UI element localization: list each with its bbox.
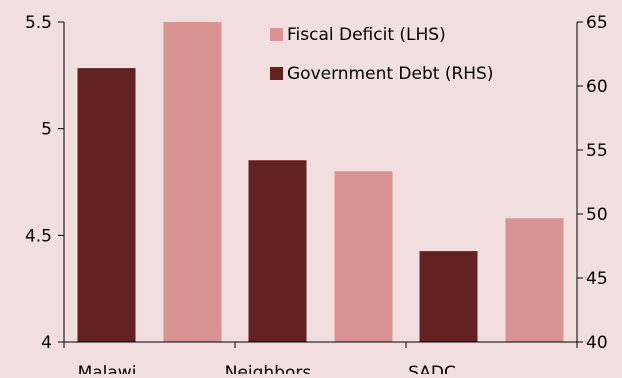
- left-tick-label: 5: [41, 120, 52, 140]
- bar-fiscal-deficit-0: [163, 22, 222, 342]
- right-tick-label: 45: [586, 269, 608, 289]
- left-tick-label: 5.5: [25, 13, 52, 33]
- bar-government-debt-1: [248, 160, 307, 342]
- bar-fiscal-deficit-2: [505, 218, 564, 342]
- right-tick-label: 40: [586, 333, 608, 353]
- right-tick-label: 60: [586, 77, 608, 97]
- legend-swatch-government-debt: [270, 67, 283, 80]
- legend-label-government-debt: Government Debt (RHS): [287, 64, 493, 84]
- x-tick-label-neighbors: Neighbors: [225, 363, 312, 374]
- left-tick-label: 4.5: [25, 226, 52, 246]
- x-tick-label-malawi: Malawi: [78, 363, 137, 374]
- right-tick-label: 65: [586, 13, 608, 33]
- legend-label-fiscal-deficit: Fiscal Deficit (LHS): [287, 25, 446, 45]
- bar-fiscal-deficit-1: [334, 171, 393, 342]
- right-tick-label: 50: [586, 205, 608, 225]
- x-tick-label-sadc: SADC: [408, 363, 456, 374]
- bar-government-debt-0: [77, 68, 136, 342]
- right-tick-label: 55: [586, 141, 608, 161]
- bar-government-debt-2: [419, 251, 478, 342]
- legend-swatch-fiscal-deficit: [270, 28, 283, 41]
- left-tick-label: 4: [41, 333, 52, 353]
